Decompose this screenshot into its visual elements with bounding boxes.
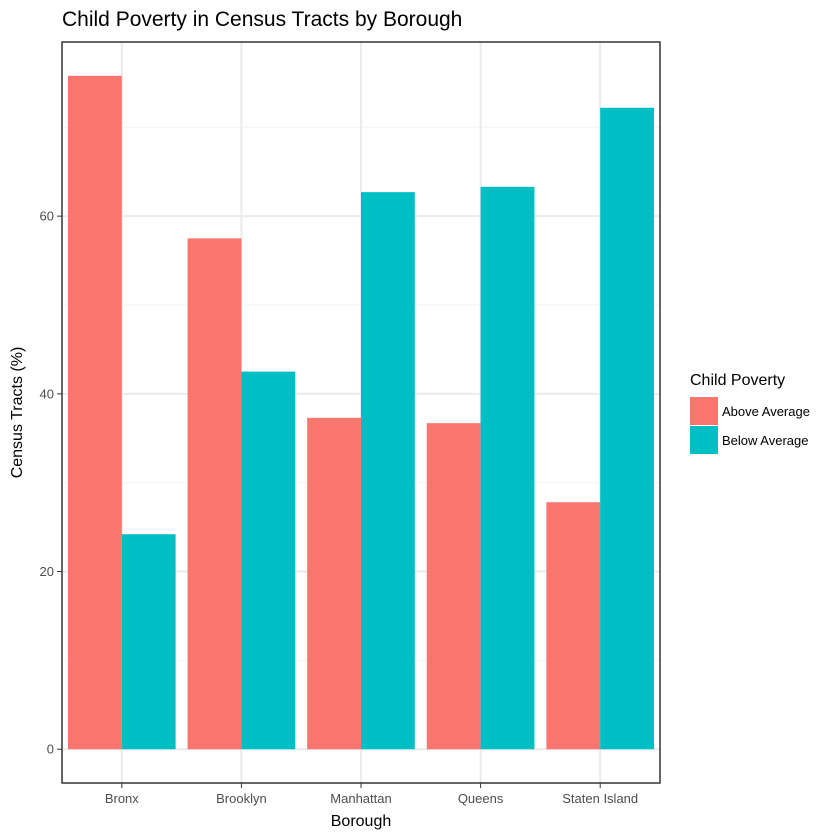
x-axis-title: Borough — [331, 813, 392, 830]
legend-key-above-average — [690, 397, 718, 425]
x-tick-label: Bronx — [105, 791, 139, 806]
y-tick-label: 20 — [40, 564, 54, 579]
bar-below-average-brooklyn — [241, 371, 296, 750]
legend-key-below-average — [690, 426, 718, 454]
x-tick-label: Staten Island — [562, 791, 638, 806]
bar-below-average-staten-island — [600, 107, 655, 750]
x-tick-label: Brooklyn — [216, 791, 267, 806]
bar-above-average-brooklyn — [187, 238, 242, 750]
legend-label-below-average: Below Average — [722, 433, 809, 448]
y-tick-label: 40 — [40, 386, 54, 401]
x-tick-label: Queens — [458, 791, 504, 806]
bar-above-average-queens — [426, 423, 481, 750]
axes: 0 20 40 60 Bronx Brooklyn Manhattan Queens State… — [40, 41, 661, 806]
y-axis-title: Census Tracts (%) — [9, 347, 26, 479]
bar-below-average-queens — [480, 186, 535, 750]
bars — [67, 75, 655, 750]
x-tick-label: Manhattan — [330, 791, 391, 806]
legend-title: Child Poverty — [690, 372, 785, 389]
bar-above-average-staten-island — [546, 502, 601, 750]
chart-title: Child Poverty in Census Tracts by Boroug… — [62, 8, 462, 31]
bar-above-average-bronx — [67, 75, 122, 750]
bar-above-average-manhattan — [307, 417, 361, 750]
y-tick-label: 60 — [40, 209, 54, 224]
legend-label-above-average: Above Average — [722, 404, 810, 419]
y-tick-label: 0 — [47, 742, 54, 757]
bar-below-average-manhattan — [361, 192, 415, 750]
bar-below-average-bronx — [121, 534, 176, 750]
legend: Child Poverty Above Average Below Average — [690, 372, 810, 454]
